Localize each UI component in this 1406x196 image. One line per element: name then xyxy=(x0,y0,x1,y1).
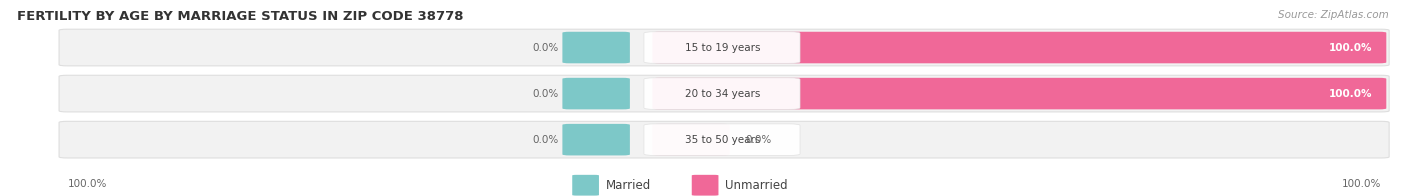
FancyBboxPatch shape xyxy=(562,124,630,155)
FancyBboxPatch shape xyxy=(692,175,718,196)
Text: 15 to 19 years: 15 to 19 years xyxy=(685,43,761,53)
Text: FERTILITY BY AGE BY MARRIAGE STATUS IN ZIP CODE 38778: FERTILITY BY AGE BY MARRIAGE STATUS IN Z… xyxy=(17,10,464,23)
FancyBboxPatch shape xyxy=(652,32,1386,63)
Text: 0.0%: 0.0% xyxy=(531,43,558,53)
Text: 100.0%: 100.0% xyxy=(1329,43,1372,53)
Text: 100.0%: 100.0% xyxy=(1341,179,1381,189)
FancyBboxPatch shape xyxy=(562,78,630,109)
Text: 20 to 34 years: 20 to 34 years xyxy=(685,89,761,99)
Text: 0.0%: 0.0% xyxy=(531,89,558,99)
FancyBboxPatch shape xyxy=(59,121,1389,158)
FancyBboxPatch shape xyxy=(652,124,730,155)
Text: 0.0%: 0.0% xyxy=(745,135,772,145)
Text: Unmarried: Unmarried xyxy=(725,179,789,192)
FancyBboxPatch shape xyxy=(59,29,1389,66)
FancyBboxPatch shape xyxy=(644,78,800,109)
Text: 0.0%: 0.0% xyxy=(531,135,558,145)
FancyBboxPatch shape xyxy=(562,32,630,63)
Text: Married: Married xyxy=(606,179,651,192)
FancyBboxPatch shape xyxy=(644,124,800,155)
FancyBboxPatch shape xyxy=(644,32,800,63)
Text: 100.0%: 100.0% xyxy=(1329,89,1372,99)
Text: 35 to 50 years: 35 to 50 years xyxy=(685,135,761,145)
FancyBboxPatch shape xyxy=(572,175,599,196)
Text: 100.0%: 100.0% xyxy=(67,179,107,189)
Text: Source: ZipAtlas.com: Source: ZipAtlas.com xyxy=(1278,10,1389,20)
FancyBboxPatch shape xyxy=(652,78,1386,109)
FancyBboxPatch shape xyxy=(59,75,1389,112)
